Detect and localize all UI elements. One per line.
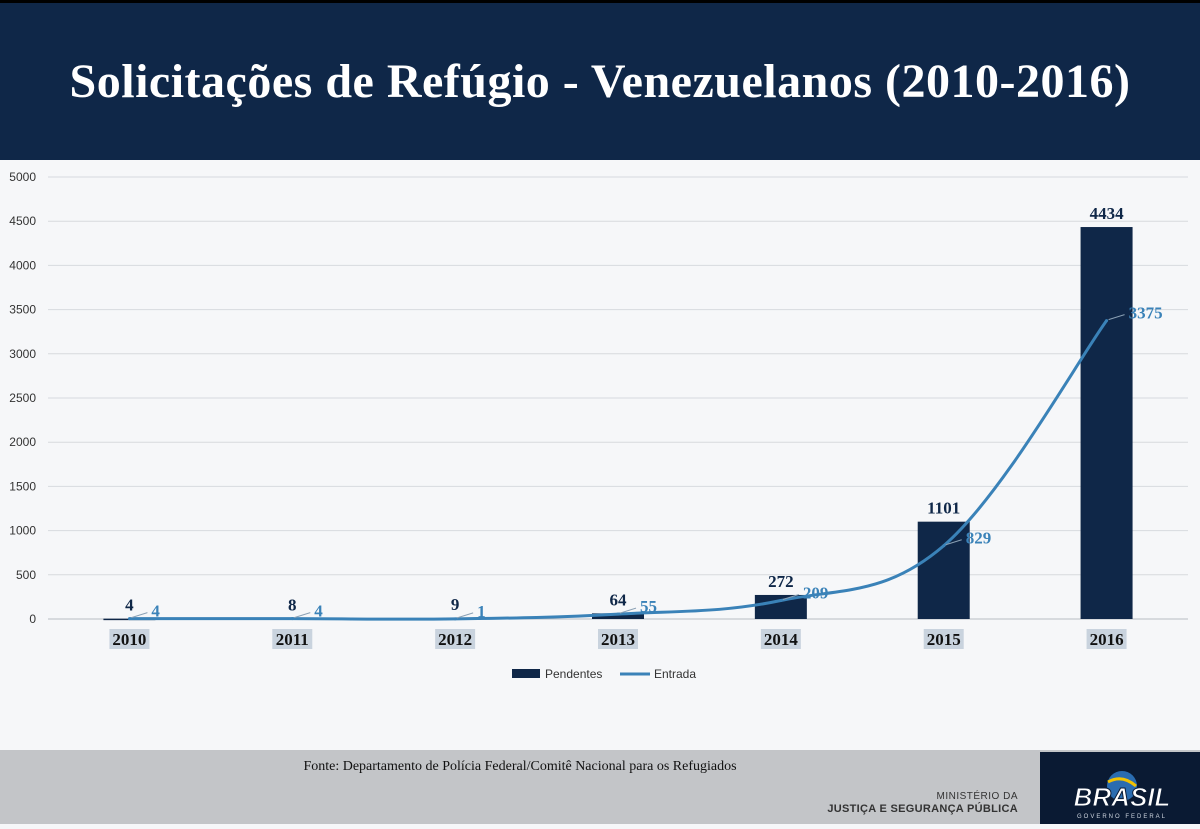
x-tick-label: 2016: [1090, 630, 1124, 649]
label-leader: [782, 594, 800, 601]
x-tick-label: 2011: [276, 630, 309, 649]
line-point: [453, 617, 457, 621]
brasil-logo: BRASIL GOVERNO FEDERAL: [1040, 752, 1200, 824]
y-tick-label: 3500: [9, 303, 36, 317]
bar-data-label: 272: [768, 572, 794, 591]
line-data-label: 829: [966, 529, 992, 548]
x-tick-label: 2010: [112, 630, 146, 649]
line-data-label: 209: [803, 584, 829, 603]
source-note: Fonte: Departamento de Polícia Federal/C…: [303, 759, 737, 774]
x-tick-bg: [1086, 629, 1127, 649]
label-leader: [294, 612, 311, 619]
bar: [917, 521, 970, 619]
y-tick-label: 2500: [9, 391, 36, 405]
line-data-label: 4: [314, 602, 323, 621]
x-tick-bg: [272, 629, 313, 649]
x-tick-bg: [109, 629, 150, 649]
ministry-line1: MINISTÉRIO DA: [936, 791, 1018, 802]
x-tick-label: 2013: [601, 630, 635, 649]
line-point: [1105, 319, 1109, 323]
svg-text:BRASIL: BRASIL: [1074, 782, 1171, 812]
label-leader: [1108, 314, 1125, 321]
line-data-label: 3375: [1129, 304, 1163, 323]
y-tick-label: 0: [29, 612, 36, 626]
footer: Fonte: Departamento de Polícia Federal/C…: [0, 750, 1200, 824]
line-point: [127, 617, 131, 621]
y-tick-label: 1000: [9, 524, 36, 538]
legend-label-pendentes: Pendentes: [545, 667, 602, 681]
x-tick-label: 2014: [764, 630, 799, 649]
bar-data-label: 9: [451, 595, 460, 614]
line-data-label: 4: [151, 602, 160, 621]
x-tick-bg: [760, 629, 801, 649]
bar: [1080, 227, 1133, 619]
x-tick-bg: [435, 629, 476, 649]
line-point: [942, 544, 946, 548]
bar-data-label: 4434: [1090, 204, 1125, 223]
bar-data-label: 4: [125, 596, 134, 615]
y-tick-label: 4500: [9, 214, 36, 228]
legend-swatch-pendentes: [512, 669, 540, 678]
ministry-label: MINISTÉRIO DA JUSTIÇA E SEGURANÇA PÚBLIC…: [827, 790, 1018, 816]
bar-data-label: 64: [610, 590, 628, 609]
x-tick-bg: [598, 629, 638, 649]
line-point: [290, 617, 294, 621]
label-leader: [619, 607, 637, 614]
label-leader: [456, 612, 474, 619]
y-tick-label: 2000: [9, 435, 36, 449]
chart-area: 0 500 1000 1500 2000 2500 3000 3500 4000 4500 5000…: [0, 160, 1200, 750]
chart: 0 500 1000 1500 2000 2500 3000 3500 4000 4500 5000…: [9, 170, 1188, 681]
ministry-line2: JUSTIÇA E SEGURANÇA PÚBLICA: [827, 803, 1018, 815]
y-tick-label: 4000: [9, 258, 36, 272]
y-tick-label: 3000: [9, 347, 36, 361]
x-tick-label: 2012: [438, 630, 472, 649]
label-leader: [131, 612, 148, 619]
y-tick-label: 1500: [9, 479, 36, 493]
x-tick-bg: [923, 629, 964, 649]
y-tick-label: 5000: [9, 170, 36, 184]
legend-label-entrada: Entrada: [654, 667, 696, 681]
line-point: [779, 599, 783, 603]
x-tick-label: 2015: [927, 630, 961, 649]
y-tick-label: 500: [16, 568, 36, 582]
line-data-label: 55: [640, 597, 657, 616]
bar-data-label: 8: [288, 595, 297, 614]
bar: [754, 594, 807, 619]
bar-data-label: 1101: [927, 499, 960, 518]
page-title: Solicitações de Refúgio - Venezuelanos (…: [69, 55, 1131, 108]
svg-text:GOVERNO FEDERAL: GOVERNO FEDERAL: [1077, 814, 1167, 820]
line-data-label: 1: [477, 602, 486, 621]
title-banner: Solicitações de Refúgio - Venezuelanos (…: [0, 0, 1200, 160]
line-point: [616, 612, 620, 616]
brasil-logo-icon: BRASIL GOVERNO FEDERAL: [1073, 771, 1171, 820]
bar: [592, 613, 644, 619]
label-leader: [945, 539, 962, 546]
